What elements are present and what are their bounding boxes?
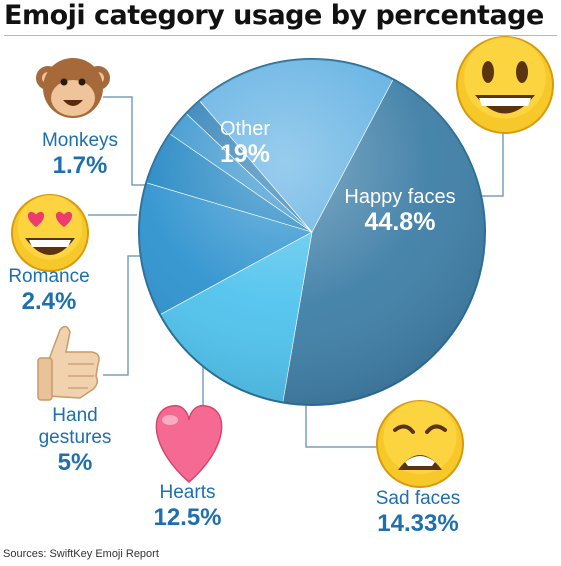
source-note: Sources: SwiftKey Emoji Report	[3, 548, 159, 560]
slice-value: 12.5%	[153, 504, 222, 531]
thumbs-up-icon	[37, 325, 100, 401]
slice-label: Happy faces	[344, 186, 456, 208]
leader-line	[103, 96, 155, 186]
label-other: Other 19%	[200, 118, 290, 168]
label-romance: Romance 2.4%	[0, 266, 98, 316]
slice-label: Romance	[8, 266, 90, 287]
label-hearts: Hearts 12.5%	[135, 482, 240, 532]
slice-label: Monkeys	[41, 130, 119, 151]
label-hand-gestures: Hand gestures 5%	[10, 405, 140, 477]
slice-value: 5%	[57, 449, 93, 476]
slice-label: Hearts	[159, 482, 216, 503]
heart-eyes-face-icon	[11, 194, 89, 272]
label-monkeys: Monkeys 1.7%	[25, 130, 135, 180]
slice-value: 44.8%	[364, 208, 436, 236]
weary-face-icon	[376, 400, 464, 488]
pie-sheen	[139, 59, 485, 405]
heart-icon	[155, 404, 223, 483]
chart-title: Emoji category usage by percentage	[4, 0, 544, 31]
label-happy-faces: Happy faces 44.8%	[330, 186, 470, 236]
slice-label: Other	[219, 118, 271, 140]
slice-label: Sad faces	[375, 488, 461, 509]
slice-value: 14.33%	[377, 510, 459, 537]
title-divider	[4, 35, 557, 36]
monkey-face-icon	[36, 58, 110, 118]
grinning-face-icon	[456, 36, 554, 134]
label-sad-faces: Sad faces 14.33%	[358, 488, 478, 538]
slice-label: Hand gestures	[38, 405, 112, 448]
slice-value: 2.4%	[21, 288, 77, 315]
slice-value: 1.7%	[52, 152, 108, 179]
slice-value: 19%	[219, 140, 271, 168]
